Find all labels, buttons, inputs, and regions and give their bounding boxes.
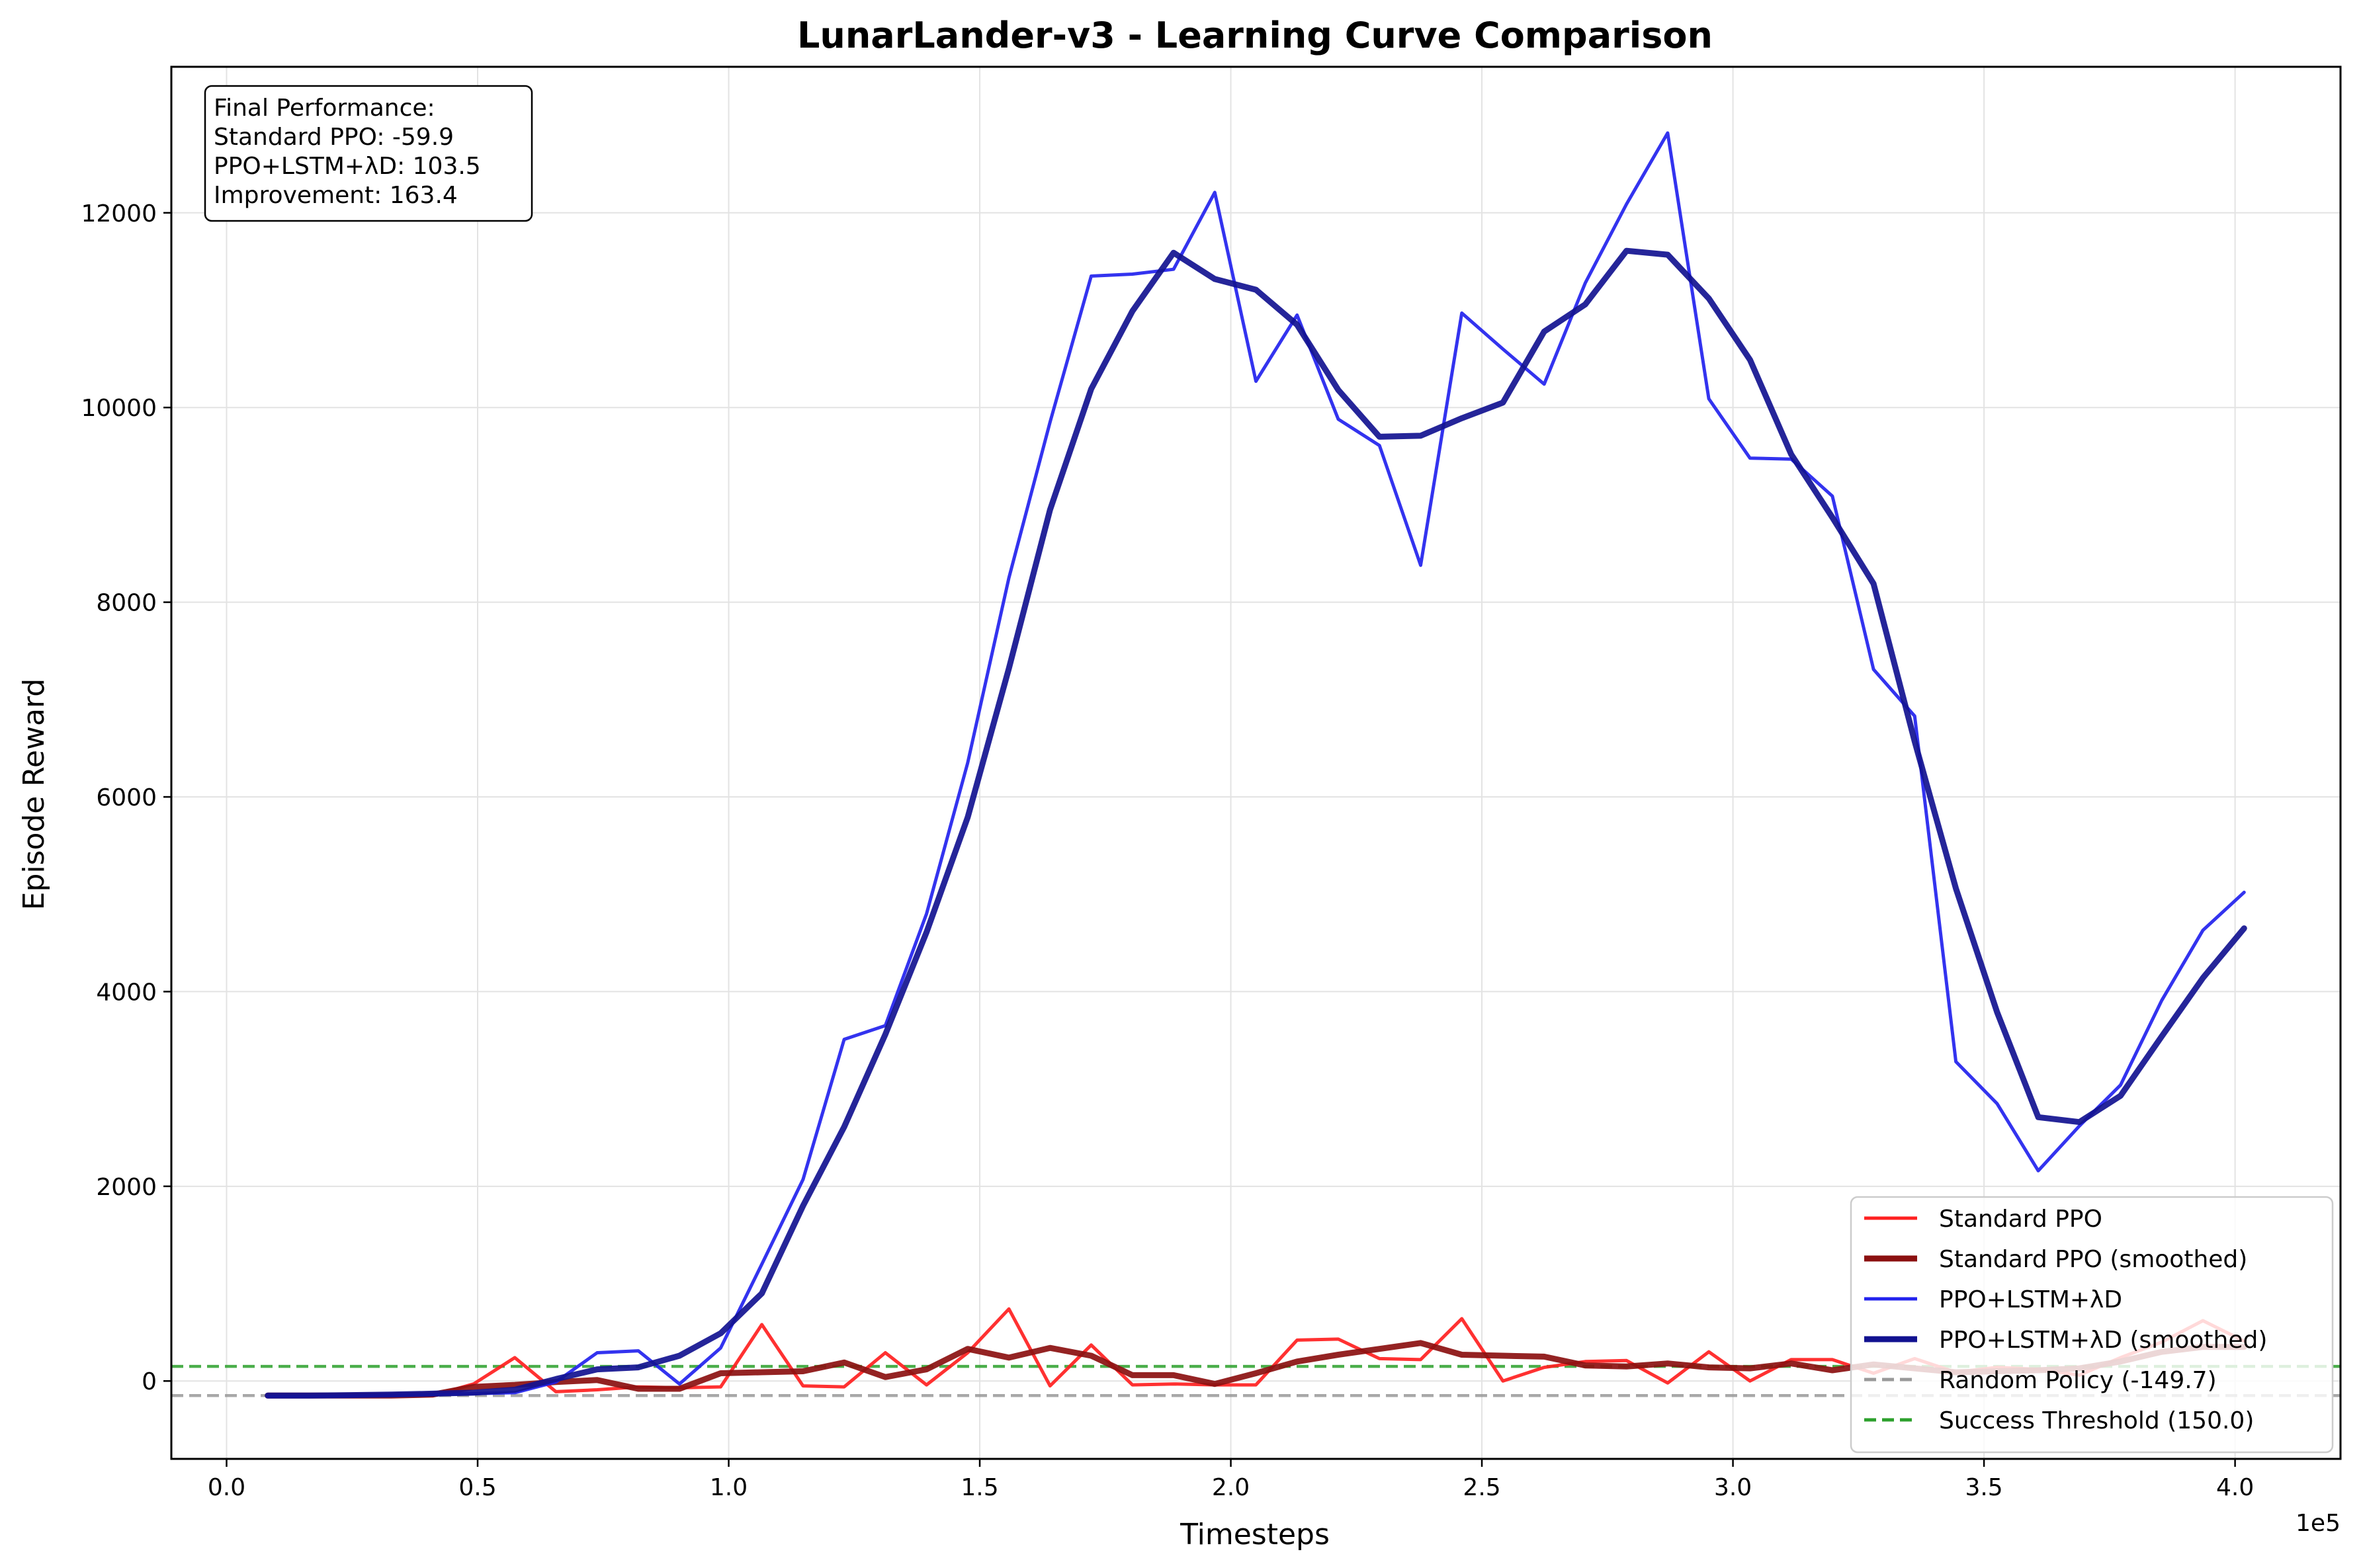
y-tick-label: 10000 <box>81 395 157 422</box>
x-tick-label: 0.0 <box>208 1474 245 1501</box>
legend-label: Standard PPO (smoothed) <box>1939 1246 2247 1273</box>
x-tick-label: 1.5 <box>961 1474 998 1501</box>
x-tick-label: 0.5 <box>458 1474 496 1501</box>
chart-title: LunarLander-v3 - Learning Curve Comparis… <box>797 15 1713 56</box>
x-tick-label: 2.0 <box>1212 1474 1250 1501</box>
y-tick-label: 12000 <box>81 200 157 227</box>
legend: Standard PPO Standard PPO (smoothed) PPO+L… <box>1850 1196 2334 1454</box>
annotation-line: Final Performance: <box>214 95 435 122</box>
x-tick-label: 4.0 <box>2216 1474 2254 1501</box>
annotation-line: Improvement: 163.4 <box>214 182 458 209</box>
y-tick-label: 0 <box>142 1368 157 1395</box>
legend-label: PPO+LSTM+λD (smoothed) <box>1939 1327 2267 1354</box>
x-axis-label: Timesteps <box>1180 1518 1330 1551</box>
final-performance-annotation: Final Performance:Standard PPO: -59.9PPO… <box>204 85 533 222</box>
y-tick-label: 6000 <box>96 784 157 811</box>
legend-label: Standard PPO <box>1939 1206 2102 1233</box>
y-tick-label: 8000 <box>96 590 157 617</box>
x-tick-label: 2.5 <box>1463 1474 1500 1501</box>
annotation-line: PPO+LSTM+λD: 103.5 <box>214 153 481 180</box>
x-axis-offset-label: 1e5 <box>2296 1510 2341 1537</box>
series-line <box>266 131 2246 1399</box>
legend-label: PPO+LSTM+λD <box>1939 1286 2122 1313</box>
legend-label: Success Threshold (150.0) <box>1939 1407 2254 1434</box>
plot-frame <box>170 65 2342 1460</box>
annotation-frame <box>204 85 533 222</box>
series-line <box>265 247 2247 1399</box>
axis-ticks: 0.0 0.5 1.0 1.5 2.0 2.5 3.0 3.5 4.0 0 2000 4000 6000… <box>81 200 2254 1501</box>
legend-label: Random Policy (-149.7) <box>1939 1367 2217 1394</box>
y-tick-label: 4000 <box>96 979 157 1006</box>
x-tick-label: 3.5 <box>1965 1474 2002 1501</box>
y-axis-label: Episode Reward <box>17 679 51 911</box>
x-tick-label: 1.0 <box>710 1474 748 1501</box>
annotation-line: Standard PPO: -59.9 <box>214 124 454 151</box>
x-tick-label: 3.0 <box>1714 1474 1752 1501</box>
y-tick-label: 2000 <box>96 1174 157 1201</box>
legend-frame <box>1850 1196 2334 1454</box>
